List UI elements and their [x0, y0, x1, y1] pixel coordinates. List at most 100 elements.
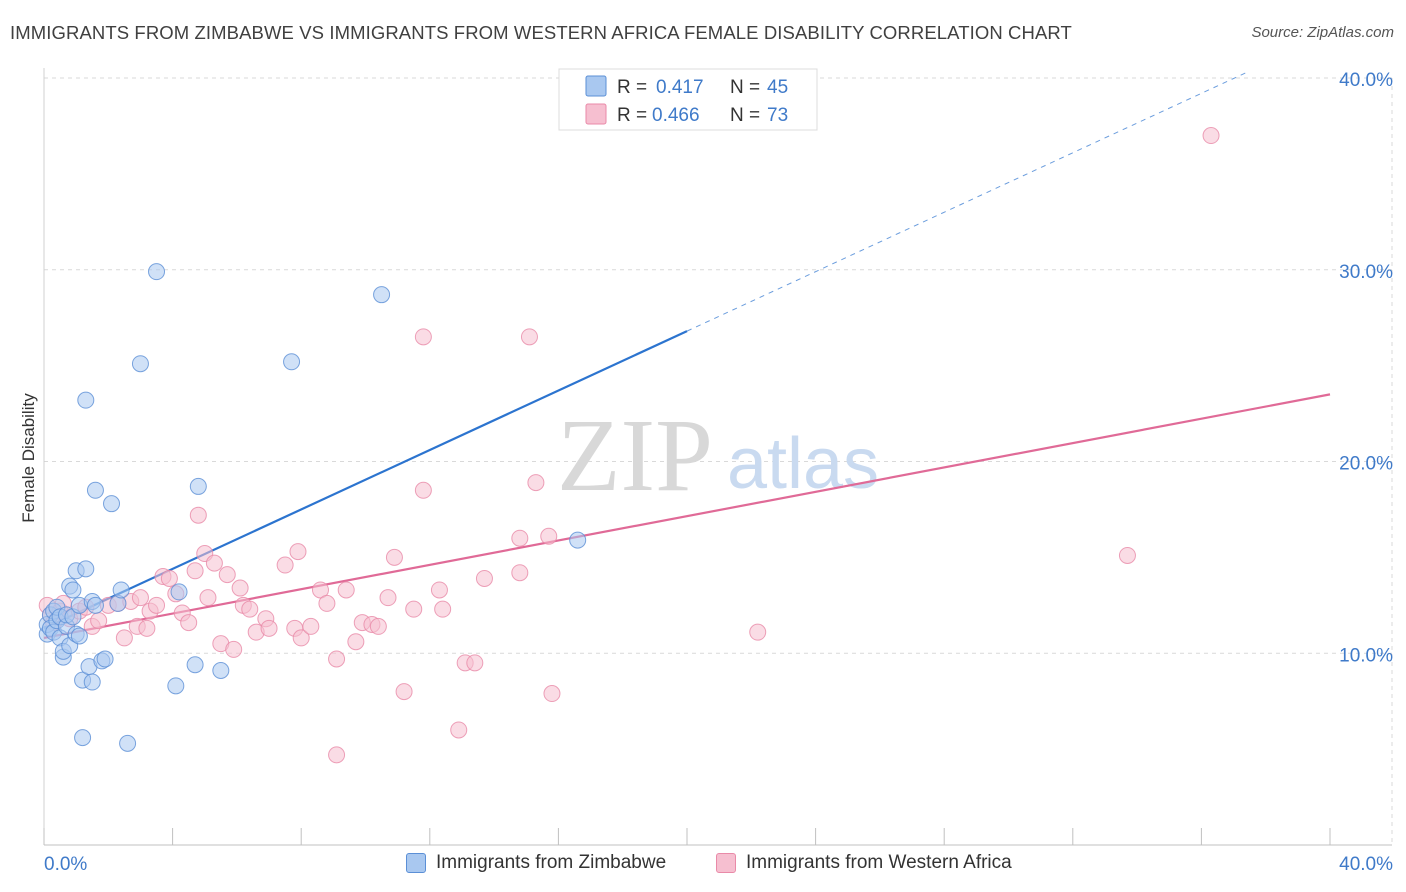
point-zimbabwe-20	[70, 627, 88, 645]
legend-label-western-africa: Immigrants from Western Africa	[746, 852, 1012, 873]
y-axis-label: Female Disability	[19, 393, 38, 523]
legend-top-r-label-2: R =	[617, 105, 647, 126]
point-zimbabwe-44	[283, 353, 301, 371]
point-zimbabwe-36	[119, 734, 137, 752]
point-zimbabwe-43	[212, 662, 230, 680]
point-western-africa-47	[337, 581, 355, 599]
point-western-africa-37	[260, 619, 278, 637]
point-western-africa-12	[115, 629, 133, 647]
x-tick-label-1: 40.0%	[1339, 854, 1393, 875]
point-zimbabwe-40	[170, 583, 188, 601]
point-western-africa-20	[160, 569, 178, 587]
legend-item-zimbabwe: Immigrants from Zimbabwe	[406, 852, 666, 874]
point-zimbabwe-37	[131, 355, 149, 373]
legend-top-n-value-2: 73	[767, 105, 788, 126]
point-western-africa-60	[450, 721, 468, 739]
point-western-africa-40	[289, 543, 307, 561]
legend-top-r-label-1: R =	[617, 77, 647, 98]
point-western-africa-45	[328, 650, 346, 668]
point-western-africa-66	[540, 527, 558, 545]
point-western-africa-59	[434, 600, 452, 618]
tick-labels: 10.0% 20.0% 30.0% 40.0% 0.0% 40.0%	[44, 70, 1393, 875]
trend-line-zimbabwe	[43, 330, 688, 630]
point-western-africa-23	[180, 614, 198, 632]
point-western-africa-67	[520, 328, 538, 346]
point-zimbabwe-45	[373, 286, 391, 304]
point-zimbabwe-39	[167, 677, 185, 695]
point-western-africa-16	[138, 619, 156, 637]
y-tick-label-3: 40.0%	[1339, 70, 1393, 91]
legend-top-swatch-zimbabwe	[585, 75, 607, 97]
legend-top-n-label-2: N =	[730, 105, 760, 126]
point-zimbabwe-38	[148, 263, 166, 281]
legend-top-n-value-1: 45	[767, 77, 788, 98]
legend-swatch-western-africa	[716, 853, 736, 873]
y-tick-label-0: 10.0%	[1339, 645, 1393, 666]
point-western-africa-27	[199, 589, 217, 607]
point-western-africa-41	[292, 629, 310, 647]
point-zimbabwe-33	[103, 495, 121, 513]
legend-item-western-africa: Immigrants from Western Africa	[716, 852, 1012, 874]
point-zimbabwe-30	[86, 596, 104, 614]
point-western-africa-25	[189, 506, 207, 524]
point-western-africa-62	[466, 654, 484, 672]
legend-swatch-zimbabwe	[406, 853, 426, 873]
chart-title: IMMIGRANTS FROM ZIMBABWE VS IMMIGRANTS F…	[10, 22, 1072, 43]
legend-top-n-label-1: N =	[730, 77, 760, 98]
point-zimbabwe-27	[83, 673, 101, 691]
point-western-africa-56	[414, 328, 432, 346]
data-points	[38, 127, 1220, 764]
point-western-africa-34	[241, 600, 259, 618]
point-western-africa-15	[131, 589, 149, 607]
point-zimbabwe-23	[74, 729, 92, 747]
point-zimbabwe-24	[77, 391, 95, 409]
point-western-africa-24	[186, 562, 204, 580]
point-western-africa-54	[395, 683, 413, 701]
point-zimbabwe-29	[86, 481, 104, 499]
watermark-atlas: atlas	[727, 424, 879, 504]
legend-bottom: Immigrants from Zimbabwe Immigrants from…	[0, 852, 1406, 878]
point-zimbabwe-17	[64, 581, 82, 599]
trend-line-zimbabwe-extension	[686, 70, 1250, 332]
y-tick-label-1: 20.0%	[1339, 454, 1393, 475]
legend-top-r-value-1: 0.417	[656, 77, 704, 98]
point-western-africa-18	[148, 596, 166, 614]
point-western-africa-69	[543, 685, 561, 703]
point-western-africa-38	[276, 556, 294, 574]
legend-top: R = 0.417 N = 45 R = 0.466 N = 73	[558, 68, 818, 131]
point-western-africa-68	[527, 474, 545, 492]
point-zimbabwe-32	[96, 650, 114, 668]
point-western-africa-58	[430, 581, 448, 599]
point-western-africa-64	[511, 564, 529, 582]
axes	[43, 68, 1392, 846]
point-western-africa-9	[90, 612, 108, 630]
point-western-africa-53	[385, 548, 403, 566]
point-western-africa-57	[414, 481, 432, 499]
point-western-africa-65	[511, 529, 529, 547]
source-credit: Source: ZipAtlas.com	[1251, 24, 1394, 41]
legend-label-zimbabwe: Immigrants from Zimbabwe	[436, 852, 667, 873]
legend-top-r-value-2: 0.466	[652, 105, 700, 126]
point-zimbabwe-46	[569, 531, 587, 549]
point-western-africa-31	[225, 640, 243, 658]
point-zimbabwe-25	[77, 560, 95, 578]
point-western-africa-30	[218, 566, 236, 584]
y-tick-label-2: 30.0%	[1339, 262, 1393, 283]
point-western-africa-70	[749, 623, 767, 641]
point-western-africa-63	[475, 569, 493, 587]
point-western-africa-51	[369, 617, 387, 635]
x-tick-label-0: 0.0%	[44, 854, 87, 875]
point-western-africa-72	[1202, 127, 1220, 145]
point-western-africa-71	[1118, 546, 1136, 564]
grid-lines	[44, 77, 1393, 845]
point-zimbabwe-35	[112, 581, 130, 599]
point-western-africa-42	[302, 617, 320, 635]
point-western-africa-55	[405, 600, 423, 618]
point-western-africa-32	[231, 579, 249, 597]
point-zimbabwe-41	[186, 656, 204, 674]
point-western-africa-48	[347, 633, 365, 651]
trend-line-western-africa	[43, 393, 1331, 639]
point-western-africa-28	[205, 554, 223, 572]
legend-top-swatch-western-africa	[585, 103, 607, 125]
